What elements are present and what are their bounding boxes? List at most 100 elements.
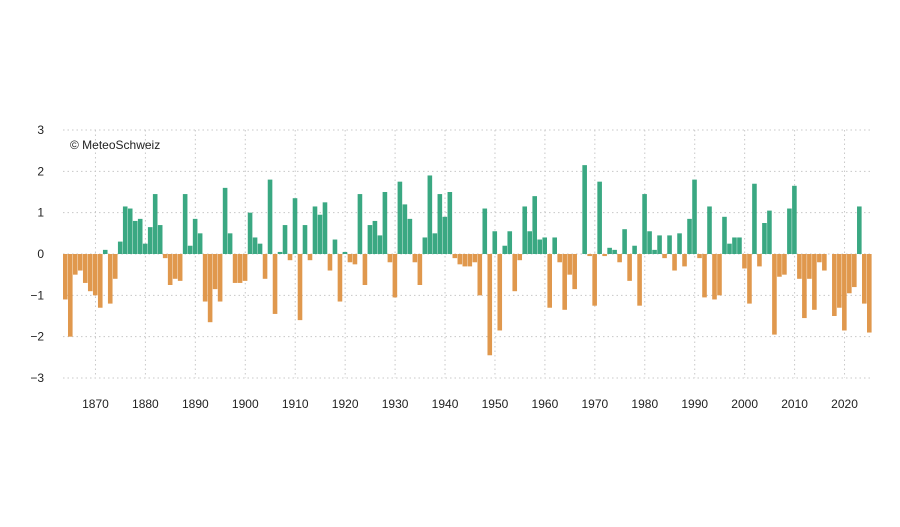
bar-1947 — [477, 254, 483, 296]
y-tick-label: 0 — [37, 247, 44, 261]
bar-1909 — [287, 254, 293, 261]
bar-1936 — [422, 237, 428, 254]
bar-1869 — [87, 254, 93, 292]
bar-1930 — [392, 254, 398, 298]
x-tick-label: 1890 — [182, 397, 209, 411]
bar-1938 — [432, 233, 438, 254]
bar-1879 — [137, 218, 143, 254]
y-axis-tick-labels: 3 2 1 0 −1 −2 −3 — [30, 123, 44, 385]
bar-1963 — [557, 254, 562, 263]
bar-2003 — [757, 254, 762, 267]
x-axis-tick-labels: 1870 1880 1890 1900 1910 1920 1930 1940 1950 1960… — [82, 397, 858, 411]
bar-2008 — [782, 254, 787, 275]
bar-1873 — [107, 254, 113, 304]
bar-2015 — [817, 254, 822, 263]
bar-1933 — [407, 218, 413, 254]
bar-1964 — [562, 254, 567, 310]
bar-1982 — [652, 249, 657, 254]
bar-1962 — [552, 237, 557, 254]
bar-1944 — [462, 254, 468, 267]
bar-1943 — [457, 254, 463, 265]
x-tick-label: 1970 — [581, 397, 608, 411]
x-tick-label: 1990 — [681, 397, 708, 411]
bar-1972 — [602, 254, 607, 257]
bar-2020 — [842, 254, 847, 331]
bar-1929 — [387, 254, 393, 263]
x-tick-label: 2000 — [731, 397, 758, 411]
bar-1899 — [237, 254, 243, 283]
bar-1984 — [662, 254, 667, 259]
bar-1910 — [292, 198, 298, 254]
bar-2002 — [752, 183, 757, 254]
bar-1893 — [207, 254, 213, 323]
bar-2023 — [857, 206, 862, 254]
bar-1901 — [247, 212, 253, 254]
bar-1987 — [677, 233, 682, 254]
bar-1921 — [347, 254, 353, 263]
bar-1892 — [202, 254, 208, 302]
bar-1985 — [667, 235, 672, 254]
bar-1990 — [692, 179, 697, 254]
bar-1926 — [372, 220, 378, 254]
bar-1968 — [582, 165, 587, 254]
bar-1986 — [672, 254, 677, 271]
bar-1988 — [682, 254, 687, 267]
bar-1882 — [152, 194, 158, 254]
bar-1934 — [412, 254, 418, 263]
bar-2000 — [742, 254, 747, 269]
bar-1913 — [307, 254, 313, 261]
bar-1960 — [542, 237, 548, 254]
bar-1992 — [702, 254, 707, 298]
bar-1994 — [712, 254, 717, 300]
bar-1989 — [687, 218, 692, 254]
bar-1949 — [487, 254, 493, 356]
y-tick-label: −3 — [30, 371, 44, 385]
bar-1983 — [657, 235, 662, 254]
bar-1890 — [192, 218, 198, 254]
bar-2009 — [787, 208, 792, 254]
bar-1999 — [737, 237, 742, 254]
bar-1906 — [272, 254, 278, 314]
bar-1957 — [527, 231, 533, 254]
bar-1974 — [612, 249, 617, 254]
bar-1993 — [707, 206, 712, 254]
bar-1922 — [352, 254, 358, 265]
bar-1881 — [147, 227, 153, 254]
bar-1897 — [227, 233, 233, 254]
bar-1904 — [262, 254, 268, 279]
bar-1889 — [187, 245, 193, 254]
x-tick-label: 1910 — [282, 397, 309, 411]
bar-1888 — [182, 194, 188, 254]
x-tick-label: 1870 — [82, 397, 109, 411]
bar-1952 — [502, 245, 508, 254]
bar-2001 — [747, 254, 752, 304]
bar-1874 — [112, 254, 118, 279]
bar-2019 — [837, 254, 842, 308]
bar-2013 — [807, 254, 812, 279]
copyright-label: © MeteoSchweiz — [70, 138, 160, 152]
bar-1924 — [362, 254, 368, 285]
y-tick-label: −2 — [30, 330, 44, 344]
bar-1973 — [607, 247, 612, 254]
bar-1953 — [507, 231, 513, 254]
y-tick-label: −1 — [30, 288, 44, 302]
bar-1935 — [417, 254, 423, 285]
bar-2004 — [762, 223, 767, 254]
bar-1876 — [122, 206, 128, 254]
bar-1886 — [172, 254, 178, 279]
bar-1919 — [337, 254, 343, 302]
bar-1872 — [102, 249, 108, 254]
bar-1971 — [597, 181, 602, 254]
x-tick-label: 1980 — [631, 397, 658, 411]
bar-1884 — [162, 254, 168, 259]
bar-1885 — [167, 254, 173, 285]
bar-1991 — [697, 254, 702, 259]
bar-1932 — [402, 204, 408, 254]
bar-1928 — [382, 192, 388, 254]
y-tick-label: 2 — [37, 164, 44, 178]
bar-1940 — [442, 216, 448, 254]
bar-1902 — [252, 237, 258, 254]
bar-1878 — [132, 220, 138, 254]
bar-1937 — [427, 175, 433, 254]
bar-1997 — [727, 243, 732, 254]
